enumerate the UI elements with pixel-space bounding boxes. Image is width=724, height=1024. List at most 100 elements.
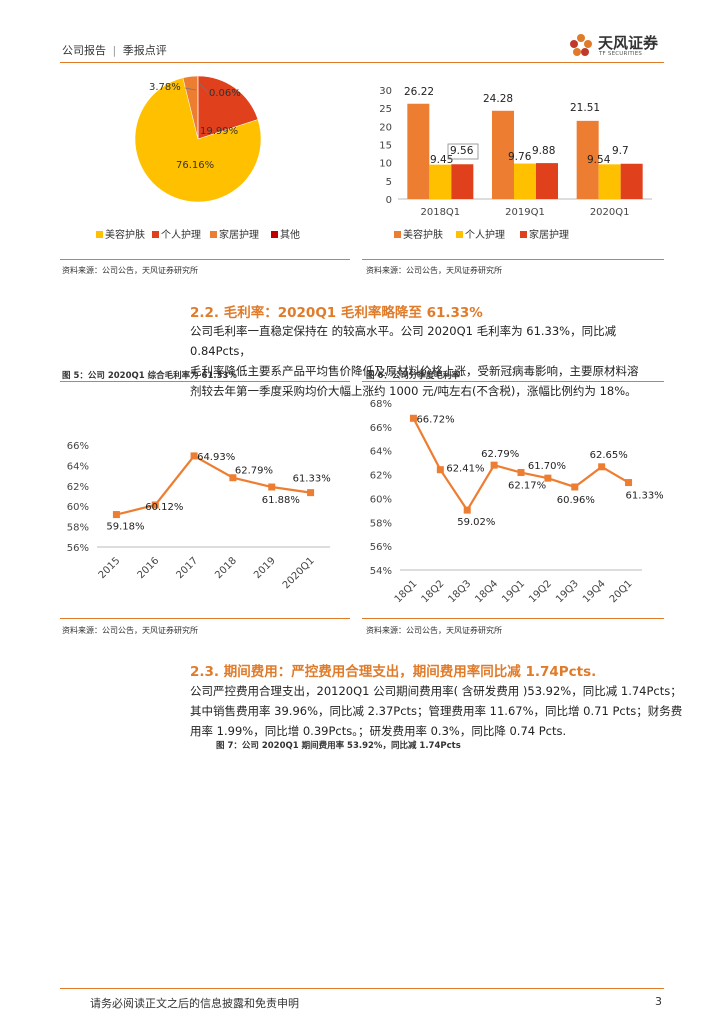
figure-7-title: 图 7：公司 2020Q1 期间费用率 53.92%，同比减 1.74Pcts — [216, 741, 461, 751]
x-tick-label: 2017 — [174, 555, 200, 581]
figure-6-title: 图 6：公司分季度毛利率 — [366, 371, 460, 381]
x-tick-label: 2020Q1 — [281, 555, 317, 591]
source-divider — [362, 618, 664, 619]
y-tick-label: 20 — [379, 122, 392, 133]
pie-slice — [134, 77, 262, 203]
pie-data-label: 3.78% — [149, 82, 181, 93]
section-title-2-3: 2.3. 期间费用：严控费用合理支出，期间费用率同比减 1.74Pcts. — [190, 664, 597, 680]
bar — [451, 164, 474, 199]
disclaimer-link[interactable]: 请务必阅读正文之后的信息披露和免责申明 — [90, 997, 299, 1010]
data-point — [436, 466, 444, 474]
legend-label: 美容护肤 — [403, 228, 443, 241]
y-tick-label: 58% — [67, 523, 89, 534]
point-data-label: 66.72% — [416, 414, 454, 425]
data-point — [598, 463, 606, 471]
data-point — [268, 483, 276, 491]
legend-swatch — [456, 231, 463, 238]
x-tick-label: 2020Q1 — [590, 207, 630, 218]
y-tick-label: 64% — [370, 447, 392, 458]
point-data-label: 59.18% — [106, 522, 144, 533]
bar — [514, 163, 536, 199]
bar-data-label: 9.56 — [450, 145, 474, 157]
y-tick-label: 66% — [67, 441, 89, 452]
section-body-2-3: 公司严控费用合理支出，20120Q1 公司期间费用率( 含研发费用 )53.92… — [190, 681, 690, 741]
legend-label: 美容护肤 — [105, 228, 145, 241]
source-note: 资料来源：公司公告，天风证券研究所 — [366, 626, 502, 635]
source-note: 资料来源：公司公告，天风证券研究所 — [62, 266, 198, 275]
series-line — [116, 454, 311, 516]
bar — [429, 164, 452, 199]
data-point — [112, 511, 120, 519]
point-data-label: 62.65% — [590, 450, 628, 461]
data-point — [463, 506, 471, 514]
figure-title-divider — [60, 381, 350, 382]
bar-data-label: 21.51 — [570, 102, 600, 114]
data-point — [151, 501, 159, 509]
x-tick-label: 19Q3 — [554, 578, 581, 605]
body-line: 毛利率降低主要系产品平均售价降低及原材料价格上涨，受新冠病毒影响，主要原材料溶 — [190, 364, 639, 378]
y-tick-label: 15 — [379, 141, 392, 152]
data-point — [625, 479, 633, 487]
data-point — [307, 489, 315, 497]
point-data-label: 61.33% — [293, 474, 331, 485]
logo-flower-icon — [570, 34, 592, 56]
x-tick-label: 2018 — [213, 555, 239, 581]
source-note: 资料来源：公司公告，天风证券研究所 — [366, 266, 502, 275]
y-tick-label: 66% — [370, 423, 392, 434]
data-point — [544, 474, 552, 482]
data-point — [517, 469, 525, 477]
pie-data-label: 0.06% — [209, 88, 241, 99]
source-divider — [60, 618, 350, 619]
x-tick-label: 18Q3 — [446, 578, 473, 605]
bar-data-label: 9.88 — [532, 145, 555, 157]
x-tick-label: 2019 — [252, 555, 278, 581]
legend-swatch — [271, 231, 278, 238]
y-tick-label: 0 — [386, 195, 392, 206]
legend-swatch — [394, 231, 401, 238]
bar-data-label: 9.7 — [612, 145, 629, 157]
brand-name-en: TF SECURITIES — [599, 51, 643, 57]
y-tick-label: 60% — [370, 494, 392, 505]
source-divider — [60, 259, 350, 260]
x-tick-label: 2018Q1 — [420, 207, 460, 218]
x-tick-label: 2019Q1 — [505, 207, 545, 218]
y-tick-label: 58% — [370, 518, 392, 529]
section-title-2-2: 2.2. 毛利率：2020Q1 毛利率略降至 61.33% — [190, 305, 483, 321]
y-tick-label: 62% — [370, 471, 392, 482]
bar — [620, 163, 643, 199]
bar — [407, 103, 430, 199]
y-tick-label: 10 — [379, 159, 392, 170]
legend-label: 个人护理 — [465, 228, 505, 241]
brand-name: 天风证券 — [598, 34, 659, 52]
point-data-label: 60.12% — [145, 502, 183, 513]
pie-chart: 76.16% 19.99% 3.78% 0.06% 美容护肤 个人护理 家居护理 其他 — [96, 75, 300, 241]
body-line: 用率 1.99%，同比增 0.39Pcts。；研发费用率 0.3%，同比降 0.… — [190, 724, 567, 738]
line-chart-annual: 56% 58% 60% 62% 64% 66% 2015 2016 2017 2018 2019 20… — [67, 441, 331, 591]
pie-slice — [197, 75, 259, 140]
x-tick-label: 18Q4 — [473, 578, 500, 605]
y-tick-label: 30 — [379, 86, 392, 97]
figure-title-divider — [362, 381, 664, 382]
header-divider — [60, 62, 664, 63]
legend-label: 个人护理 — [161, 228, 201, 241]
legend-swatch — [210, 231, 217, 238]
point-data-label: 62.79% — [235, 466, 273, 477]
x-tick-label: 2015 — [97, 555, 123, 581]
figure-5-title: 图 5：公司 2020Q1 综合毛利率为 61.33% — [62, 371, 237, 381]
pie-data-label: 19.99% — [200, 126, 238, 137]
data-point — [490, 461, 498, 469]
pie-data-label: 76.16% — [176, 160, 214, 171]
report-type: 公司报告 | 季报点评 — [62, 42, 167, 58]
legend-swatch — [152, 231, 159, 238]
legend-swatch — [96, 231, 103, 238]
legend-label: 其他 — [280, 228, 300, 241]
legend-swatch — [520, 231, 527, 238]
point-data-label: 64.93% — [197, 452, 235, 463]
y-tick-label: 54% — [370, 566, 392, 577]
x-tick-label: 19Q2 — [527, 578, 554, 605]
section-body-2-2: 公司毛利率一直稳定保持在 的较高水平。公司 2020Q1 毛利率为 61.33%… — [190, 321, 680, 401]
x-tick-label: 20Q1 — [608, 578, 635, 605]
bar-data-label: 9.76 — [508, 151, 532, 163]
x-tick-label: 18Q2 — [420, 578, 447, 605]
